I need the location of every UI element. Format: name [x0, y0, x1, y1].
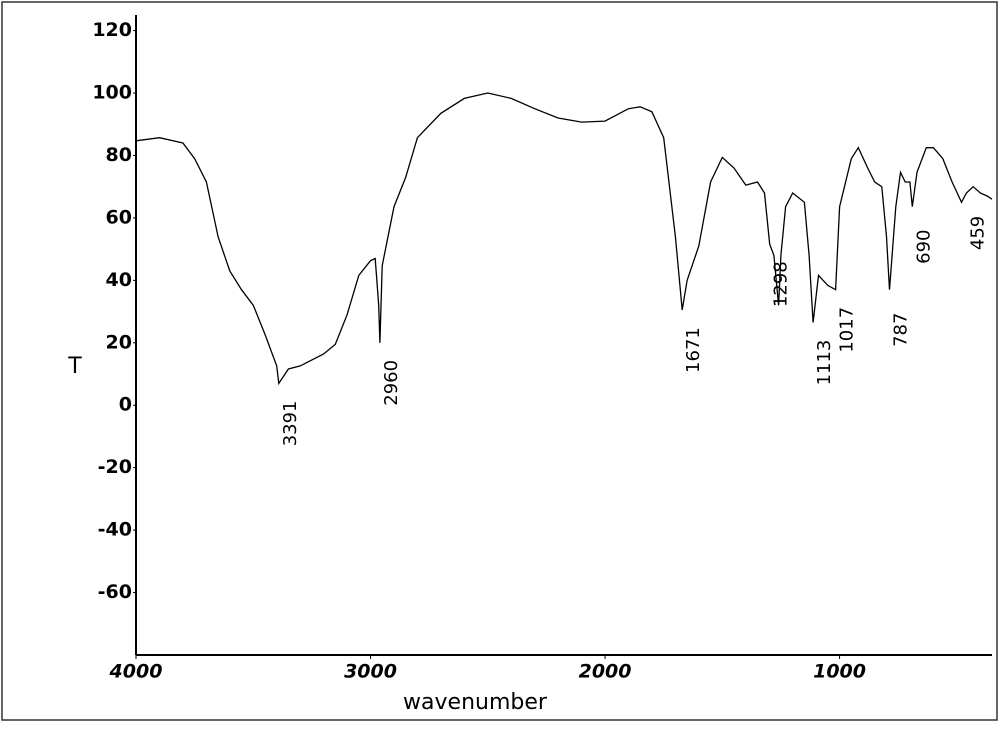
peak-label: 690	[913, 230, 934, 264]
y-tick-label: -20	[98, 456, 132, 478]
x-tick-label: 1000	[813, 661, 866, 683]
peak-label: 459	[967, 216, 988, 250]
peak-label: 1017	[837, 307, 858, 353]
peak-label: 787	[891, 313, 912, 347]
y-tick-label: 60	[106, 206, 132, 228]
y-tick-label: 120	[92, 19, 132, 41]
peak-label: 3391	[280, 400, 301, 446]
x-tick-label: 2000	[579, 661, 632, 683]
x-axis-label: wavenumber	[403, 690, 548, 715]
y-tick-label: 80	[106, 144, 132, 166]
peak-label: 1298	[771, 261, 792, 307]
peak-label: 2960	[381, 360, 402, 406]
peak-label: 1113	[814, 340, 835, 386]
y-tick-label: 20	[106, 331, 132, 353]
x-tick-label: 3000	[344, 661, 397, 683]
spectrum-line	[135, 92, 993, 386]
y-tick-label: 100	[92, 82, 132, 104]
y-tick-label: -60	[98, 581, 132, 603]
frame	[1, 1, 998, 721]
peak-label: 1671	[683, 327, 704, 373]
y-tick-label: -40	[98, 519, 132, 541]
x-tick-label: 4000	[109, 661, 163, 683]
y-tick-label: 0	[119, 394, 132, 416]
y-tick-label: 40	[106, 269, 132, 291]
y-axis-label: T	[67, 354, 82, 379]
